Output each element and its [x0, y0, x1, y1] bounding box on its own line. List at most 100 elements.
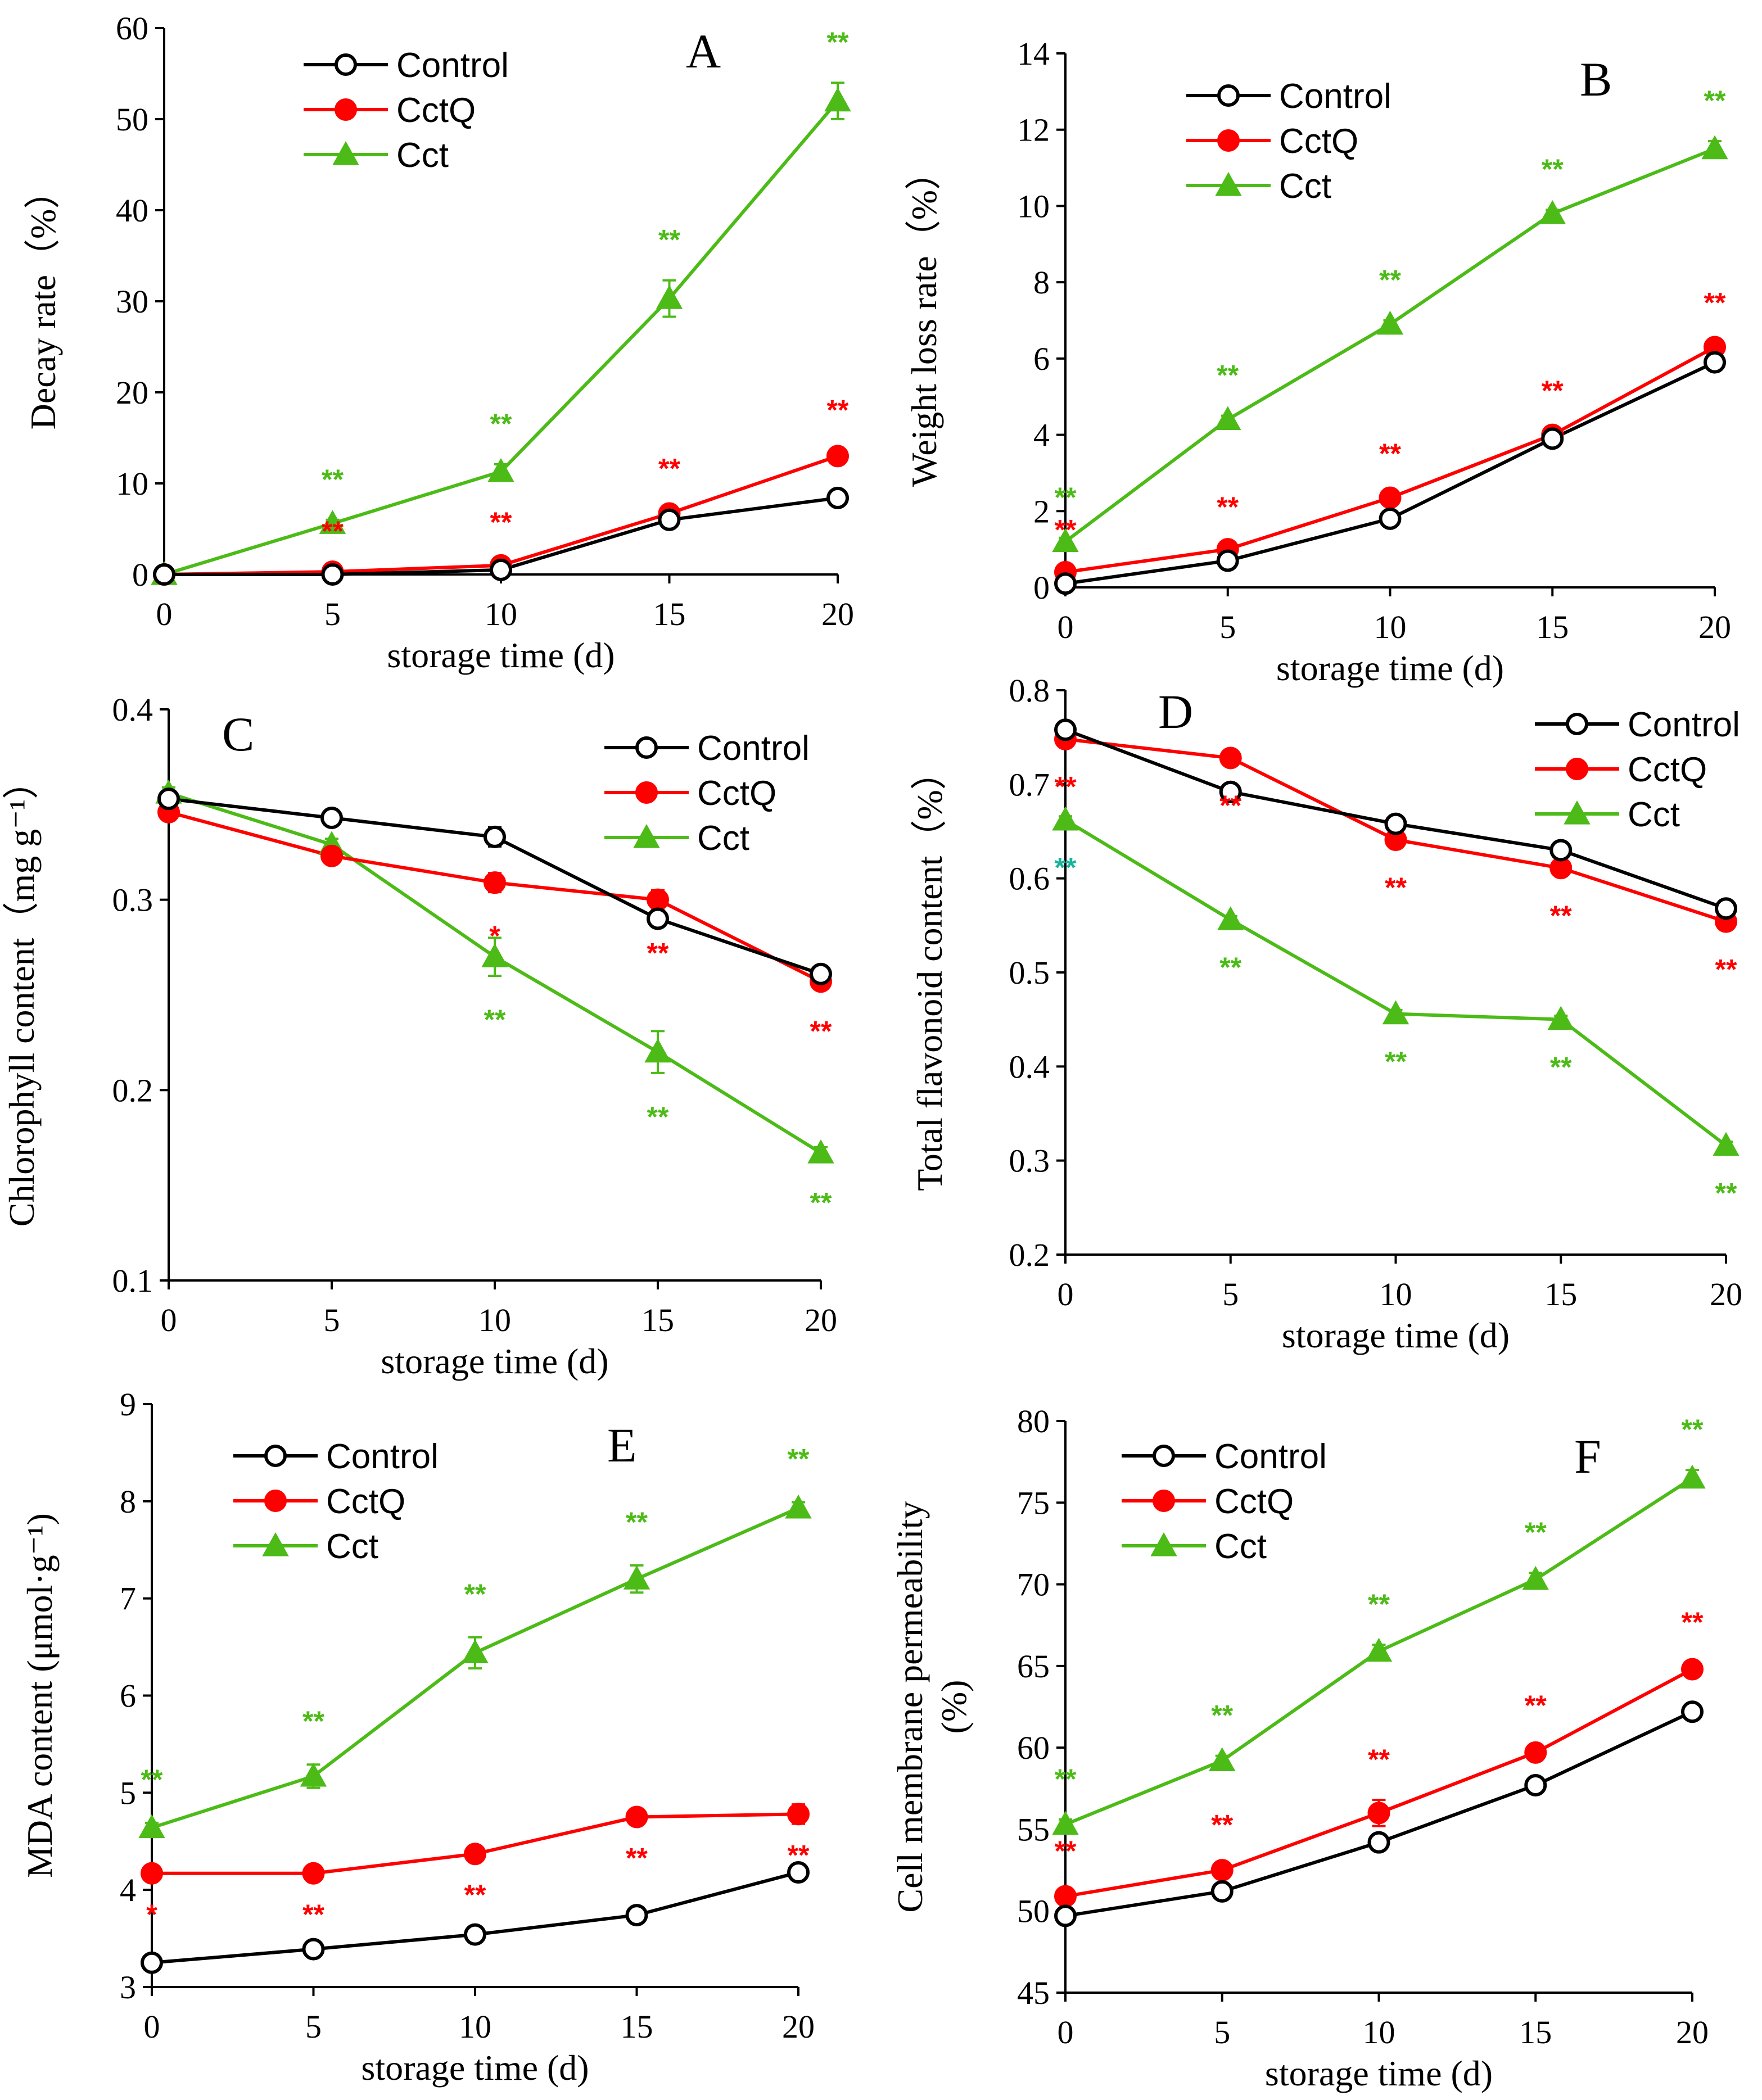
legend-label-control: Control	[1214, 1437, 1327, 1476]
significance-mark: **	[1704, 287, 1726, 319]
x-axis-title: storage time (d)	[1265, 2053, 1493, 2093]
x-tick-label: 15	[1519, 2014, 1552, 2051]
legend-label-control: Control	[1628, 705, 1740, 744]
y-tick-label: 30	[116, 283, 148, 320]
legend-label-cct: Cct	[1279, 167, 1331, 206]
legend: Control CctQ Cct	[1186, 77, 1391, 206]
x-tick-label: 5	[1219, 609, 1236, 645]
y-tick-label: 5	[120, 1775, 136, 1811]
significance-mark: **	[1385, 1046, 1407, 1077]
significance-mark: **	[302, 1899, 324, 1930]
y-tick-label: 10	[1017, 188, 1050, 224]
panel-letter: D	[1158, 685, 1193, 739]
data-point-cctq	[1379, 486, 1402, 509]
x-tick-label: 0	[156, 596, 173, 632]
data-point-control	[1524, 1773, 1547, 1796]
y-axis-title: Weight loss rate（%）	[904, 154, 944, 487]
data-point-control	[1054, 1904, 1077, 1927]
data-point-control	[1681, 1700, 1704, 1723]
significance-mark: **	[626, 1843, 648, 1874]
x-tick-label: 10	[485, 596, 517, 632]
data-point-control	[1379, 507, 1402, 530]
significance-mark: **	[626, 1506, 648, 1538]
y-tick-label: 50	[116, 101, 148, 138]
y-tick-label: 0.6	[1009, 861, 1050, 897]
significance-mark: **	[1211, 1809, 1233, 1840]
x-tick-label: 15	[653, 596, 686, 632]
significance-mark: **	[302, 1705, 324, 1737]
legend-marker-cctq	[635, 781, 658, 804]
x-axis-title: storage time (d)	[381, 1341, 608, 1381]
y-tick-label: 0	[1033, 569, 1050, 606]
significance-mark: **	[1055, 1763, 1077, 1795]
data-point-cct	[1701, 135, 1728, 160]
data-point-control	[320, 807, 343, 830]
significance-mark: **	[1525, 1517, 1547, 1548]
legend-marker-control	[1217, 84, 1240, 107]
significance-mark: **	[1368, 1588, 1390, 1620]
significance-mark: **	[1219, 790, 1241, 821]
legend-label-cctq: CctQ	[697, 774, 776, 813]
y-tick-label: 0.4	[1009, 1048, 1050, 1085]
data-point-control	[1704, 351, 1726, 374]
y-tick-label: 0.1	[112, 1262, 153, 1299]
significance-mark: **	[810, 1187, 832, 1218]
significance-mark: **	[464, 1578, 486, 1610]
y-tick-label: 3	[120, 1969, 136, 2006]
legend-label-control: Control	[1279, 77, 1391, 116]
data-point-cct	[807, 1139, 834, 1164]
significance-mark: **	[658, 224, 680, 256]
data-point-cct	[1679, 1464, 1706, 1489]
legend-marker-cctq	[264, 1490, 287, 1512]
legend-label-control: Control	[697, 729, 810, 768]
x-tick-label: 20	[1698, 609, 1731, 645]
x-tick-label: 5	[305, 2008, 322, 2045]
x-tick-label: 10	[1374, 609, 1407, 645]
y-tick-label: 4	[120, 1872, 136, 1908]
data-point-cctq	[826, 445, 849, 468]
chart-panel-f: 45 50 55 60 65 70 75 80 0 5 10 15 20 storage time (d)…	[890, 1403, 1709, 2093]
y-tick-label: 50	[1017, 1893, 1050, 1930]
legend: Control CctQ Cct	[1535, 705, 1740, 834]
significance-mark: **	[827, 395, 849, 426]
y-tick-label: 60	[116, 10, 148, 47]
significance-mark: **	[1525, 1690, 1547, 1721]
x-axis-title: storage time (d)	[361, 2048, 589, 2088]
y-tick-label: 0	[132, 556, 148, 593]
data-point-control	[157, 788, 180, 811]
x-tick-label: 0	[1058, 2014, 1074, 2051]
data-point-control	[1715, 897, 1737, 920]
legend-marker-cctq	[1217, 129, 1240, 152]
y-tick-label: 0.3	[112, 882, 153, 918]
x-tick-label: 15	[1544, 1276, 1577, 1312]
x-axis-title: storage time (d)	[387, 635, 615, 675]
legend-marker-cct	[332, 141, 359, 165]
x-tick-label: 10	[1363, 2014, 1395, 2051]
x-axis-title: storage time (d)	[1276, 648, 1504, 688]
x-tick-label: 5	[1214, 2014, 1230, 2051]
x-tick-label: 20	[1676, 2014, 1709, 2051]
y-axis-title: MDA content (μmol·g⁻¹)	[20, 1513, 60, 1878]
legend-marker-cct	[633, 823, 660, 848]
data-point-control	[1216, 549, 1239, 572]
significance-mark: **	[1682, 1606, 1704, 1638]
data-point-cct	[487, 458, 514, 482]
panel-letter: B	[1580, 52, 1612, 106]
data-point-cct	[644, 1038, 671, 1063]
chart-panel-c: 0.1 0.2 0.3 0.4 0 5 10 15 20 storage time (d) Chlo…	[2, 691, 837, 1381]
x-tick-label: 15	[1536, 609, 1569, 645]
legend-label-cct: Cct	[326, 1527, 378, 1566]
y-tick-label: 40	[116, 192, 148, 229]
chart-panel-a: 0 10 20 30 40 50 60 0 5 10 15 20 storage time (d) Dec…	[23, 10, 854, 675]
y-axis-title: Total flavonoid content（%）	[910, 754, 950, 1191]
y-tick-label: 0.4	[112, 691, 153, 728]
legend-marker-cct	[262, 1532, 289, 1556]
data-point-control	[826, 486, 849, 509]
legend-label-cctq: CctQ	[396, 91, 476, 130]
data-point-cctq	[302, 1862, 325, 1885]
x-axis-title: storage time (d)	[1282, 1315, 1510, 1355]
data-point-cct	[1214, 406, 1241, 431]
data-point-cct	[1539, 200, 1566, 224]
data-point-control	[141, 1951, 163, 1974]
significance-mark: **	[322, 515, 344, 547]
